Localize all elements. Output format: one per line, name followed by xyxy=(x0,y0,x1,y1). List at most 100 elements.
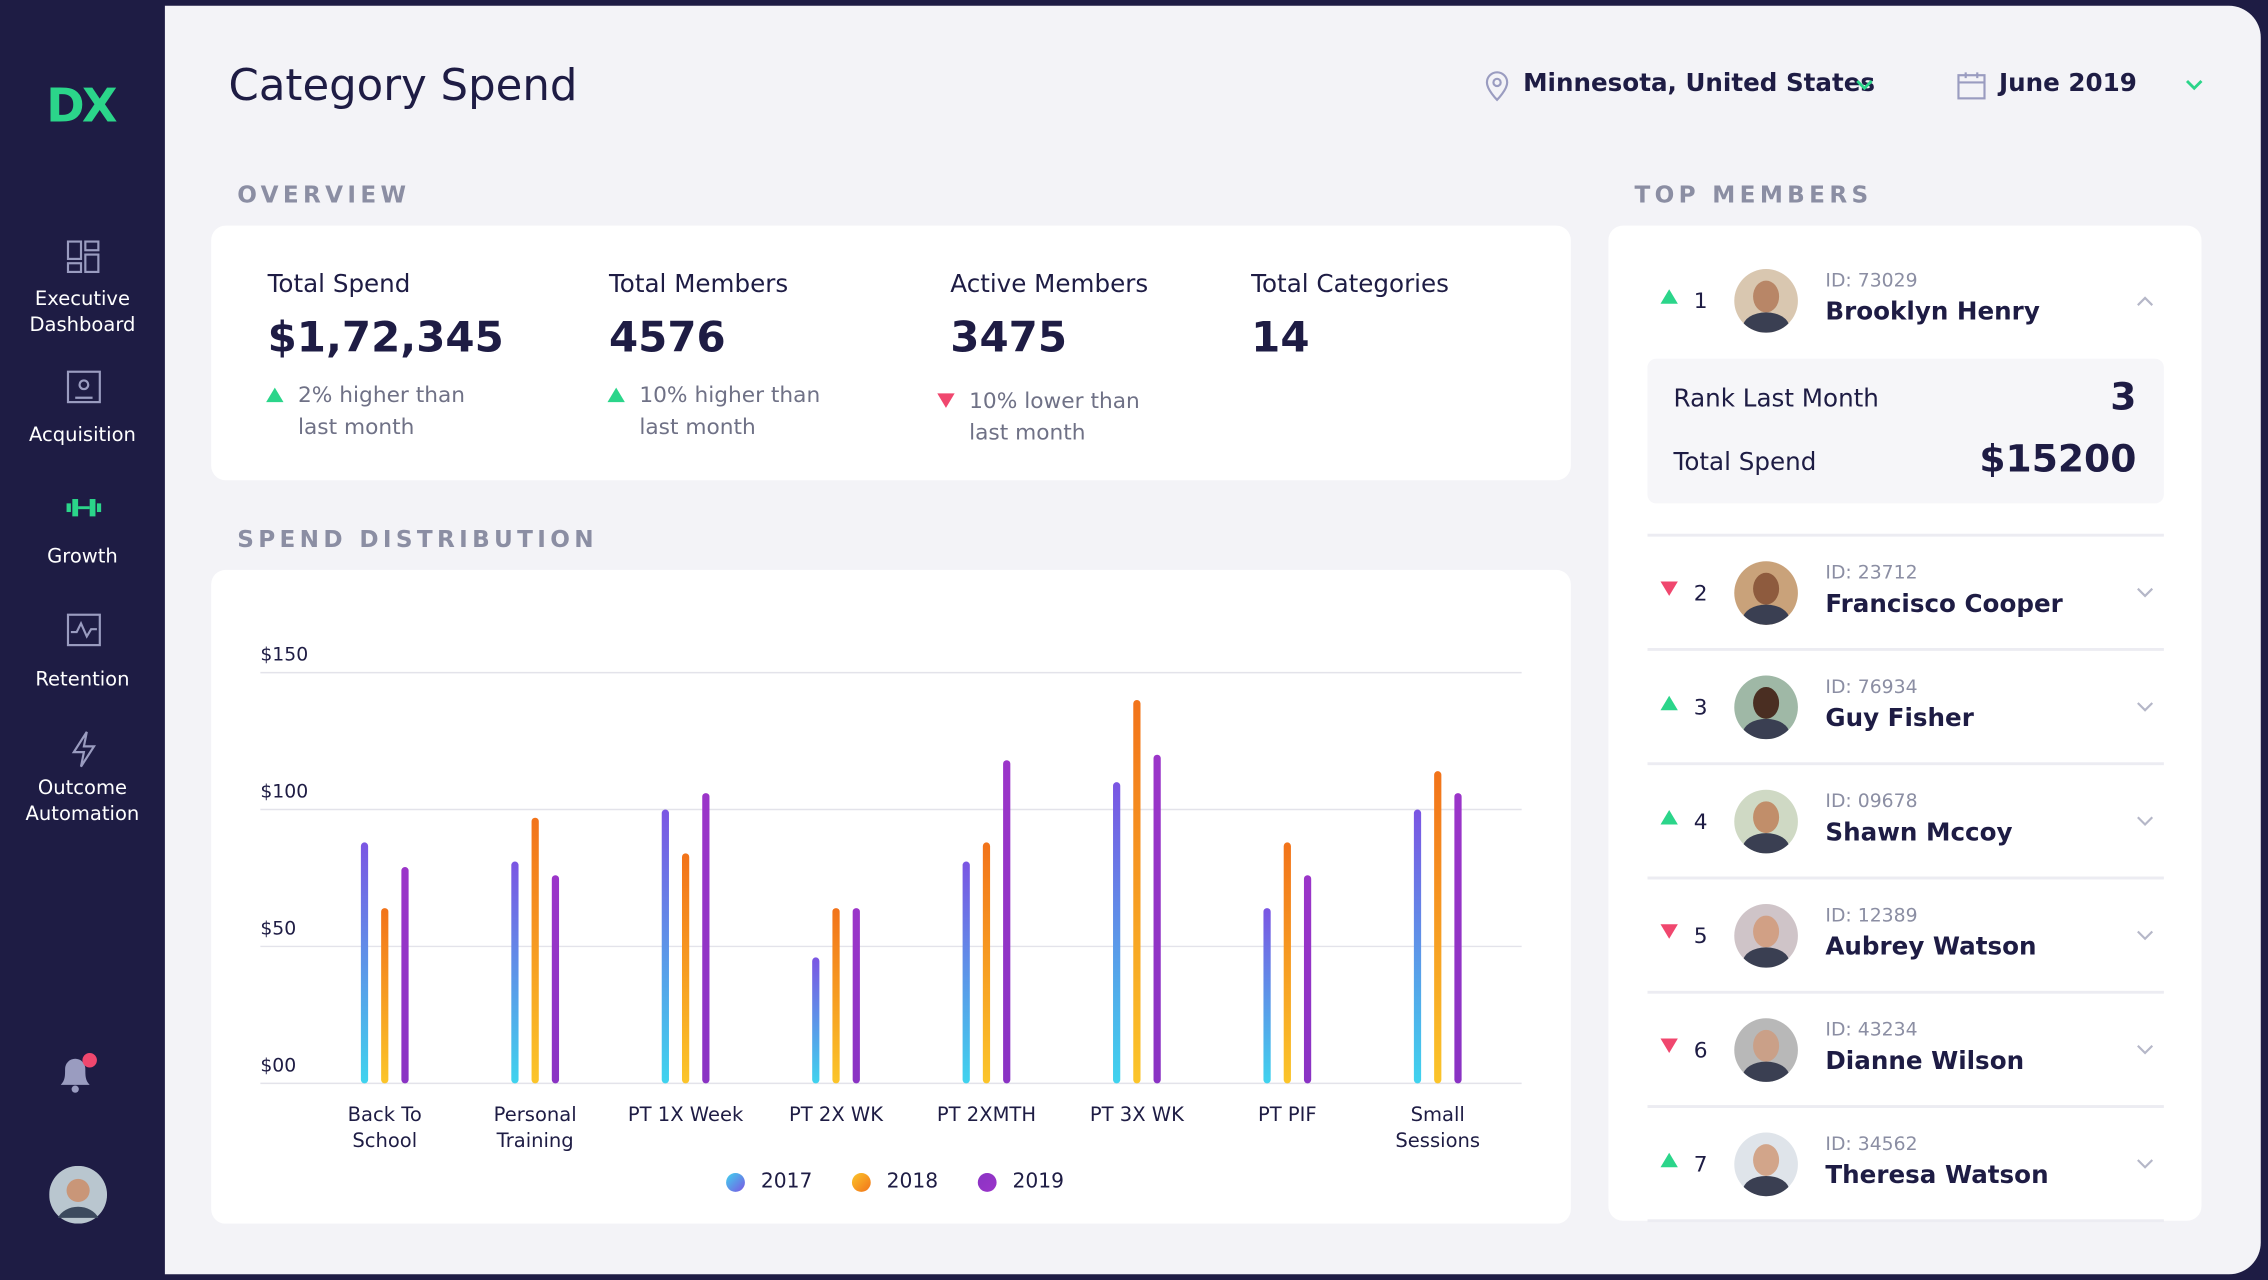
separator xyxy=(1647,1219,2164,1223)
x-tick-label: Small Sessions xyxy=(1395,1103,1481,1153)
member-id: ID: 12389 xyxy=(1825,905,1918,928)
bar xyxy=(702,793,710,1084)
trend-indicator xyxy=(1660,1036,1681,1056)
member-avatar xyxy=(1734,269,1798,333)
separator xyxy=(1647,1105,2164,1108)
rank: 6 xyxy=(1693,1037,1708,1064)
location-select[interactable]: Minnesota, United States xyxy=(1523,69,1876,99)
section-heading: SPEND DISTRIBUTION xyxy=(237,525,598,553)
bar xyxy=(511,861,519,1084)
bar xyxy=(812,957,820,1084)
bar xyxy=(1133,699,1141,1084)
member-details xyxy=(1647,358,2164,504)
member-avatar xyxy=(1734,1018,1798,1082)
nav-item[interactable]: Growth xyxy=(47,545,118,569)
notification-bell[interactable] xyxy=(55,1050,101,1093)
member-id: ID: 09678 xyxy=(1825,791,1918,813)
trend-arrow xyxy=(1660,581,1678,596)
x-tick-label: PT PIF xyxy=(1257,1103,1317,1127)
x-tick-label: Back To School xyxy=(347,1103,422,1153)
legend-label: 2019 xyxy=(1012,1170,1065,1194)
bar xyxy=(1153,754,1161,1084)
trend-arrow xyxy=(1660,1152,1678,1168)
bar xyxy=(381,908,389,1084)
expand-toggle[interactable] xyxy=(2135,814,2155,828)
bar xyxy=(1303,875,1312,1084)
trend-arrow xyxy=(607,387,625,403)
expand-toggle[interactable] xyxy=(2135,1157,2155,1171)
legend-dot xyxy=(726,1173,745,1192)
rank: 4 xyxy=(1693,808,1708,835)
legend-label: 2018 xyxy=(886,1170,939,1194)
rank: 3 xyxy=(1693,694,1708,721)
rank: 5 xyxy=(1693,922,1708,949)
chevron[interactable] xyxy=(1854,78,1874,92)
expand-toggle[interactable] xyxy=(2135,700,2155,714)
separator xyxy=(1647,533,2164,537)
date-select[interactable]: June 2019 xyxy=(1998,69,2137,99)
overview-card xyxy=(211,225,1571,481)
bar xyxy=(551,875,560,1084)
member-name: Francisco Cooper xyxy=(1825,590,2063,620)
member-name: Theresa Watson xyxy=(1825,1161,2049,1191)
member-avatar xyxy=(1734,1132,1798,1197)
bar xyxy=(661,809,669,1084)
member-name: Aubrey Watson xyxy=(1825,932,2037,962)
rank: 7 xyxy=(1693,1151,1708,1178)
trend-indicator xyxy=(1660,921,1681,941)
bar xyxy=(962,861,970,1084)
section-heading: OVERVIEW xyxy=(237,180,411,209)
nav-item[interactable]: Retention xyxy=(35,668,130,692)
bar xyxy=(1454,793,1462,1084)
chevron[interactable] xyxy=(2184,78,2204,92)
legend-label: 2017 xyxy=(760,1170,813,1194)
member-name: Guy Fisher xyxy=(1825,704,1974,734)
trend-arrow xyxy=(1660,810,1678,825)
x-tick-label: PT 2XMTH xyxy=(936,1103,1037,1127)
stat-value: 4576 xyxy=(608,312,726,362)
stat-change: 10% lower than last month xyxy=(937,385,1157,449)
expand-toggle[interactable] xyxy=(2135,1043,2155,1057)
stat-label: Total Categories xyxy=(1251,270,1449,300)
bar xyxy=(1283,842,1291,1084)
bar xyxy=(360,842,369,1084)
stat-value: 3475 xyxy=(950,312,1068,362)
trend-indicator xyxy=(1660,286,1681,306)
bar xyxy=(852,908,860,1084)
member-name: Dianne Wilson xyxy=(1825,1047,2025,1077)
detail-label: Total Spend xyxy=(1673,448,1817,478)
member-avatar xyxy=(1734,561,1798,625)
trend-indicator xyxy=(1660,693,1681,713)
member-name: Shawn Mccoy xyxy=(1825,818,2013,848)
trend-arrow xyxy=(1660,695,1678,711)
expand-toggle[interactable] xyxy=(2135,586,2155,600)
legend-dot xyxy=(851,1173,871,1192)
trend-arrow xyxy=(1660,1038,1678,1054)
nav-item[interactable]: Executive Dashboard xyxy=(29,287,136,338)
expand-toggle[interactable] xyxy=(2135,929,2155,943)
bar xyxy=(982,842,991,1084)
trend-arrow xyxy=(937,393,955,408)
logo[interactable]: DX xyxy=(46,78,117,134)
detail-label: Rank Last Month xyxy=(1673,384,1879,414)
bar xyxy=(1003,760,1011,1084)
page-title: Category Spend xyxy=(228,60,578,112)
dashboard-icon xyxy=(66,240,100,274)
member-avatar xyxy=(1734,789,1798,854)
rank: 2 xyxy=(1693,580,1708,607)
expand-toggle[interactable] xyxy=(2135,294,2155,308)
bar xyxy=(401,867,409,1084)
nav-item[interactable]: Outcome Automation xyxy=(25,776,140,826)
member-id: ID: 34562 xyxy=(1825,1134,1918,1156)
stat-label: Total Spend xyxy=(267,270,411,300)
y-tick-label: $100 xyxy=(260,782,308,803)
nav-item[interactable]: Acquisition xyxy=(28,423,136,447)
separator xyxy=(1647,648,2164,651)
stat-change: 2% higher than last month xyxy=(266,379,486,443)
section-heading: TOP MEMBERS xyxy=(1634,180,1873,209)
retention-icon xyxy=(66,613,101,647)
user-avatar[interactable] xyxy=(49,1165,108,1224)
chart-card xyxy=(211,569,1571,1224)
